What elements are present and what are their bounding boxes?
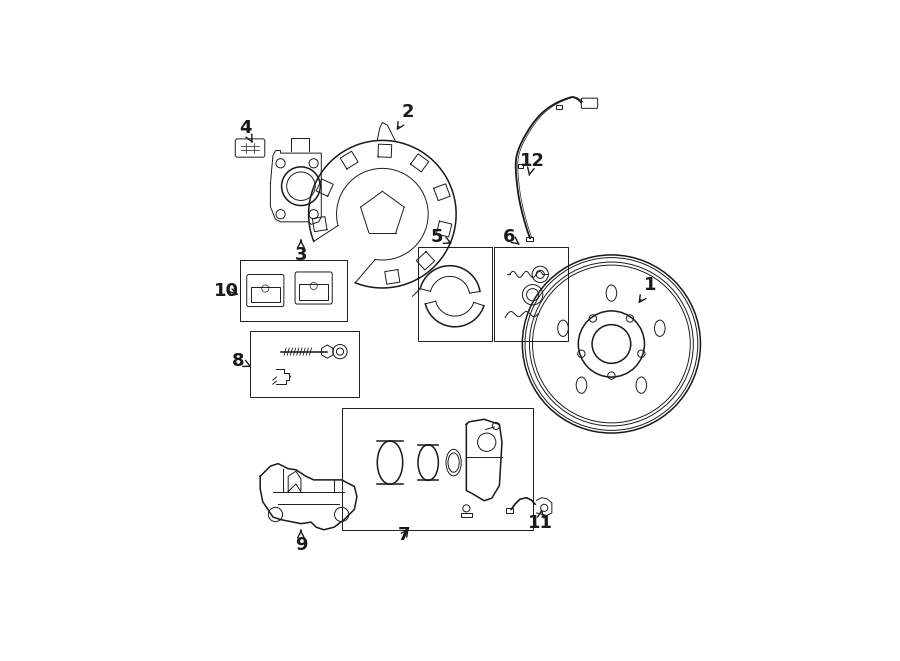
Text: 11: 11 bbox=[527, 511, 553, 532]
Bar bbox=[556, 104, 562, 109]
Bar bbox=[506, 508, 513, 513]
Text: 10: 10 bbox=[213, 282, 238, 299]
Bar bbox=[250, 331, 359, 397]
Text: 6: 6 bbox=[503, 228, 519, 246]
Bar bbox=[526, 237, 533, 241]
Bar bbox=[494, 247, 568, 342]
Text: 4: 4 bbox=[238, 119, 252, 142]
Text: 9: 9 bbox=[294, 530, 307, 554]
Text: 3: 3 bbox=[294, 241, 307, 264]
Text: 1: 1 bbox=[639, 276, 657, 302]
Text: 2: 2 bbox=[398, 103, 414, 129]
Text: 12: 12 bbox=[520, 152, 545, 175]
Bar bbox=[342, 408, 533, 529]
Bar bbox=[518, 165, 523, 168]
Bar bbox=[299, 284, 328, 299]
Bar bbox=[239, 260, 346, 321]
Bar bbox=[462, 513, 472, 517]
Text: 7: 7 bbox=[398, 526, 410, 544]
Bar bbox=[251, 287, 280, 302]
Bar bbox=[418, 247, 491, 342]
Text: 5: 5 bbox=[431, 228, 451, 246]
Text: 8: 8 bbox=[232, 352, 250, 369]
